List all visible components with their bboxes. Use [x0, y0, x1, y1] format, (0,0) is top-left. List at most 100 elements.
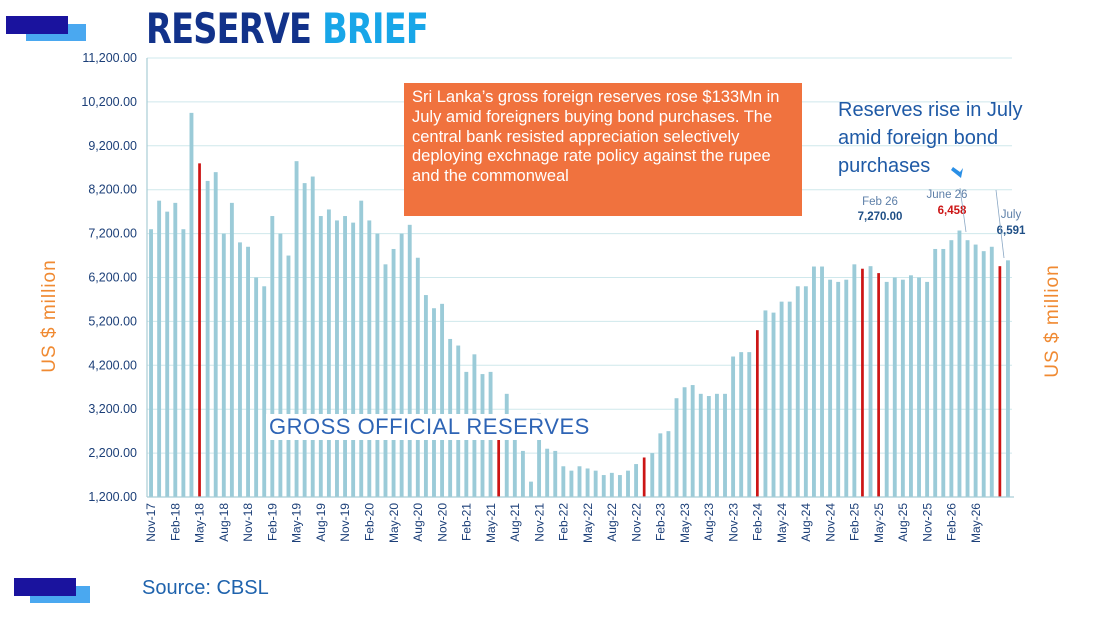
bar [286, 255, 291, 497]
bar [351, 222, 356, 497]
bar [213, 172, 218, 497]
pointer-line-feb26 [959, 187, 967, 233]
bar [577, 466, 582, 497]
bar [877, 273, 880, 497]
bar [981, 251, 986, 497]
bar [811, 266, 816, 497]
x-tick-label: Aug-24 [799, 503, 813, 542]
x-tick-label: Aug-21 [508, 503, 522, 542]
bar [771, 312, 776, 497]
bar [933, 248, 938, 497]
bar [318, 216, 323, 498]
x-tick-label: Feb-19 [266, 503, 280, 541]
bar [310, 176, 315, 497]
bar [529, 481, 533, 497]
bar [965, 240, 970, 497]
source-note: Source: CBSL [142, 577, 269, 599]
x-tick-label: Nov-21 [532, 503, 546, 542]
bar [650, 453, 655, 497]
bar [609, 472, 614, 497]
bar [739, 352, 744, 497]
annotation-july-value: 6,591 [997, 225, 1026, 237]
bar [343, 216, 348, 498]
x-tick-label: May-19 [290, 503, 304, 543]
annotation-feb26-label: Feb 26 [862, 196, 898, 208]
y-tick-label: 10,200.00 [81, 95, 137, 109]
pointer-line-june26 [995, 189, 1005, 259]
bar [949, 240, 954, 497]
x-tick-label: Aug-25 [896, 503, 910, 542]
bar [181, 229, 186, 497]
x-tick-label: May-20 [387, 503, 401, 543]
bar [407, 224, 412, 497]
bar [642, 457, 646, 497]
bar [1006, 260, 1010, 497]
bar [884, 281, 889, 497]
bar [747, 352, 752, 497]
bar [205, 180, 210, 498]
bar [666, 431, 671, 497]
bar [585, 468, 590, 497]
bar [658, 433, 663, 497]
bar [634, 464, 639, 497]
bar [868, 266, 873, 497]
bar [561, 466, 566, 497]
x-tick-label: Aug-18 [217, 503, 231, 542]
bar [254, 277, 259, 497]
bar [391, 248, 396, 497]
brand-bar-dark-bottom [14, 578, 76, 596]
bar [326, 209, 331, 497]
bar [626, 470, 630, 497]
y-tick-label: 9,200.00 [88, 139, 137, 153]
brand-word-brief: BRIEF [322, 4, 429, 53]
x-tick-label: May-26 [969, 503, 983, 543]
bar [755, 330, 759, 497]
bar [698, 393, 703, 497]
x-tick-label: Feb-20 [363, 503, 377, 541]
bar [900, 279, 905, 497]
y-tick-label: 1,200.00 [88, 490, 137, 504]
x-tick-label: Aug-23 [702, 503, 716, 542]
bar [302, 183, 307, 498]
y-tick-label: 2,200.00 [88, 446, 137, 460]
bar [189, 112, 194, 497]
x-tick-label: Feb-23 [654, 503, 668, 541]
bar [682, 387, 687, 497]
bar [998, 266, 1002, 497]
axes [146, 58, 1014, 498]
bar [569, 470, 574, 497]
annotation-june26-label: June 26 [927, 189, 968, 201]
bar [367, 220, 372, 497]
x-tick-label: Aug-19 [314, 503, 328, 542]
x-tick-label: May-23 [678, 503, 692, 543]
bar [165, 211, 170, 497]
bar [941, 248, 946, 497]
bar [844, 279, 849, 497]
bar-annotations: Feb 26 7,270.00 June 26 6,458 July 6,591 [858, 167, 1026, 259]
x-tick-label: Feb-26 [945, 503, 959, 541]
bar [149, 229, 153, 497]
bar [706, 396, 711, 497]
x-tick-label: Nov-22 [629, 503, 643, 542]
x-tick-label: May-18 [193, 503, 207, 543]
x-tick-label: Nov-18 [241, 503, 255, 542]
bar [262, 286, 267, 497]
series-label: GROSS OFFICIAL RESERVES [266, 414, 593, 440]
x-tick-label: Aug-22 [605, 503, 619, 542]
x-tick-label: Nov-23 [726, 503, 740, 542]
bar [157, 200, 162, 498]
y-tick-labels: 1,200.00 2,200.00 3,200.00 4,200.00 5,200.00… [81, 51, 137, 504]
bar [828, 279, 833, 497]
x-tick-label: Feb-21 [460, 503, 474, 541]
y-tick-label: 5,200.00 [88, 314, 137, 328]
y-axis-label-left: US $ million [39, 259, 60, 373]
bar [399, 233, 404, 497]
bar [173, 202, 178, 497]
bar [359, 200, 364, 498]
bar [512, 431, 517, 497]
y-tick-label: 3,200.00 [88, 402, 137, 416]
bar [779, 301, 784, 497]
x-tick-label: Nov-20 [435, 503, 449, 542]
bar [537, 413, 542, 497]
bar [198, 163, 201, 498]
